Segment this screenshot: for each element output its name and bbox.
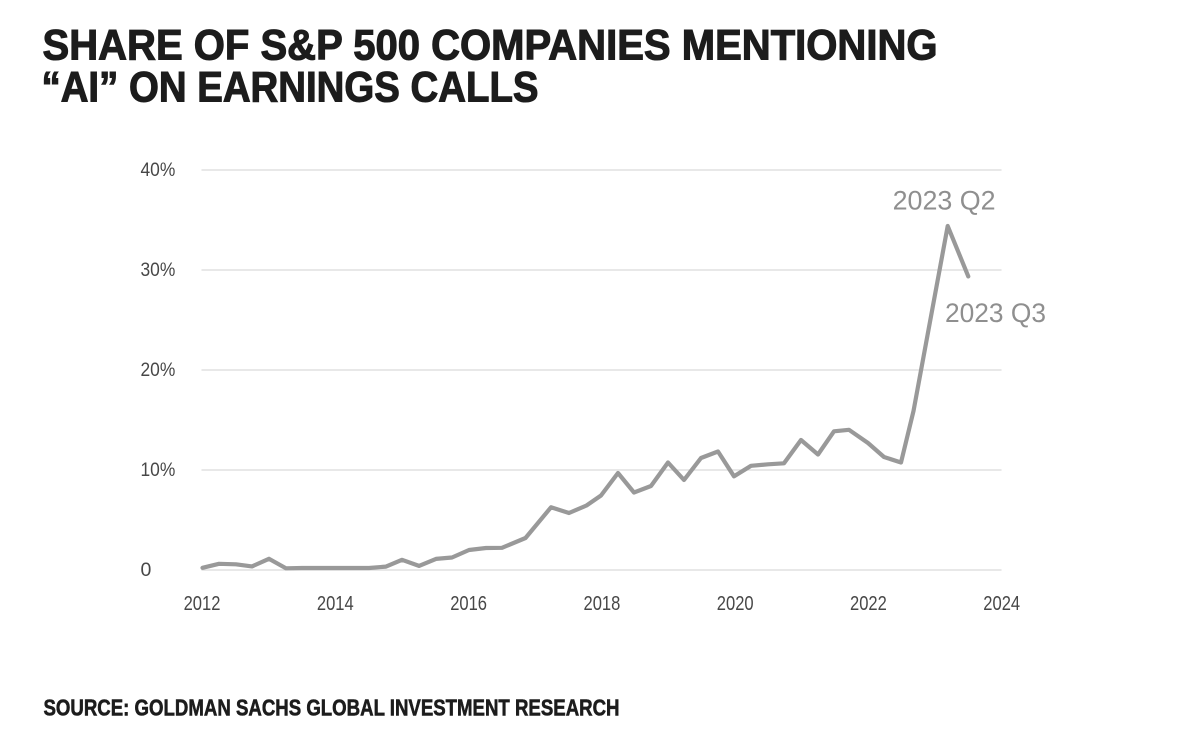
svg-text:2012: 2012 — [184, 593, 221, 615]
svg-text:2023 Q2: 2023 Q2 — [893, 186, 996, 216]
svg-text:2024: 2024 — [983, 593, 1020, 615]
svg-text:30%: 30% — [141, 259, 176, 281]
svg-text:2020: 2020 — [717, 593, 754, 615]
svg-text:20%: 20% — [141, 359, 176, 381]
svg-text:2018: 2018 — [584, 593, 621, 615]
svg-text:SHARE OF S&P 500 COMPANIES MEN: SHARE OF S&P 500 COMPANIES MENTIONING — [43, 23, 938, 70]
svg-text:2016: 2016 — [450, 593, 487, 615]
svg-text:2014: 2014 — [317, 593, 354, 615]
svg-text:10%: 10% — [141, 459, 176, 481]
svg-text:0: 0 — [141, 559, 152, 581]
svg-text:2023 Q3: 2023 Q3 — [945, 298, 1046, 328]
svg-text:40%: 40% — [141, 159, 176, 181]
svg-text:2022: 2022 — [850, 593, 887, 615]
svg-text:SOURCE: GOLDMAN SACHS GLOBAL I: SOURCE: GOLDMAN SACHS GLOBAL INVESTMENT … — [44, 695, 620, 721]
svg-text:“AI” ON EARNINGS CALLS: “AI” ON EARNINGS CALLS — [42, 65, 539, 112]
